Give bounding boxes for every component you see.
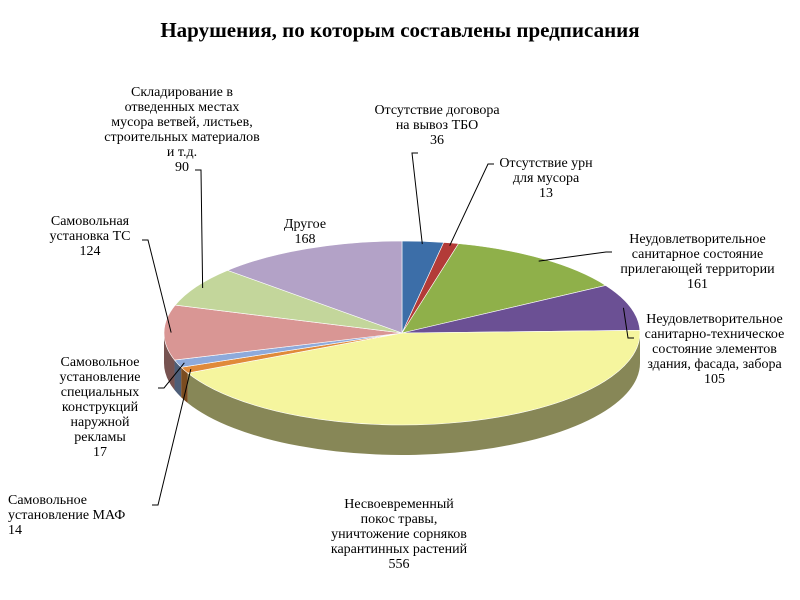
pie-slice-side-4	[187, 333, 640, 455]
leader-line-3	[622, 307, 634, 339]
slice-label-2-line-2: прилегающей территории	[620, 262, 775, 277]
pie-slice-8	[174, 270, 403, 334]
pie-slice-7	[163, 304, 403, 361]
slice-label-6-line-2: специальных	[60, 385, 140, 400]
slice-label-4-line-0: Несвоевременный	[344, 497, 454, 512]
slice-label-7-line-0: Самовольная	[50, 214, 130, 229]
slice-label-4-line-2: уничтожение сорняков	[331, 527, 467, 542]
leader-line-1	[449, 163, 494, 246]
slice-label-0-value: 36	[430, 133, 444, 148]
slice-label-0-line-1: на вывоз ТБО	[395, 118, 479, 133]
slice-label-2-line-1: санитарное состояние	[631, 247, 764, 262]
leader-line-8	[195, 169, 204, 289]
slice-label-7-line-1: установка ТС	[49, 229, 131, 244]
slice-label-8-line-0: Складирование в	[131, 85, 233, 100]
slice-label-8-line-1: отведенных местах	[124, 100, 240, 115]
slice-label-5-line-0: Самовольное	[8, 493, 87, 508]
slice-label-3-line-3: здания, фасада, забора	[647, 357, 782, 372]
leader-line-0	[411, 152, 423, 245]
slice-label-0: Отсутствие договора на вывоз ТБО 36	[362, 103, 512, 148]
slice-label-1-value: 13	[539, 186, 553, 201]
slice-label-2-line-0: Неудовлетворительное	[629, 232, 766, 247]
slice-label-7: Самовольная установка ТС 124	[35, 214, 145, 259]
slice-label-6-line-3: конструкций	[61, 400, 139, 415]
slice-label-6-line-4: наружной	[70, 415, 130, 430]
slice-label-9-value: 168	[294, 232, 316, 247]
slice-label-6-value: 17	[93, 445, 107, 460]
leader-line-7	[142, 239, 172, 333]
slice-label-3-line-1: санитарно-техническое	[644, 327, 785, 342]
slice-label-6-line-0: Самовольное	[60, 355, 140, 370]
slice-label-4-value: 556	[388, 557, 410, 572]
slice-label-4: Несвоевременный покос травы, уничтожение…	[308, 494, 490, 575]
leader-line-5	[152, 368, 192, 506]
slice-label-2-value: 161	[687, 277, 708, 292]
pie-slice-9	[226, 240, 403, 334]
slice-label-5-value: 14	[8, 523, 22, 538]
slice-label-0-line-0: Отсутствие договора	[374, 103, 500, 118]
pie-slice-3	[401, 285, 641, 334]
slice-label-7-value: 124	[79, 244, 101, 259]
slice-label-8: Складирование в отведенных местах мусора…	[92, 85, 272, 175]
slice-label-6-line-5: рекламы	[74, 430, 126, 445]
pie-slice-4	[187, 329, 641, 426]
slice-label-3-value: 105	[704, 372, 725, 387]
slice-label-9-line-0: Другое	[283, 217, 327, 232]
pie-slice-side-5	[181, 367, 188, 404]
slice-label-3-line-0: Неудовлетворительное	[646, 312, 783, 327]
slice-label-1: Отсутствие урн для мусора 13	[486, 156, 606, 201]
slice-label-6-line-1: установление	[59, 370, 141, 385]
slice-label-2: Неудовлетворительное санитарное состояни…	[610, 232, 785, 292]
slice-label-5-line-1: установление МАФ	[8, 508, 126, 523]
slice-label-8-line-4: и т.д.	[166, 145, 198, 160]
slice-label-8-line-3: строительных материалов	[104, 130, 260, 145]
slice-label-3-line-2: состояние элементов	[652, 342, 777, 357]
leader-line-6	[158, 362, 185, 389]
slice-label-5: Самовольное установление МАФ 14	[8, 493, 158, 538]
slice-label-3: Неудовлетворительное санитарно-техническ…	[632, 312, 797, 387]
slice-label-1-line-0: Отсутствие урн	[499, 156, 593, 171]
slice-label-6: Самовольное установление специальных кон…	[40, 355, 160, 460]
slice-label-8-line-2: мусора ветвей, листьев,	[111, 115, 253, 130]
leader-line-2	[538, 251, 612, 262]
pie-slice-2	[401, 243, 607, 334]
slice-label-1-line-1: для мусора	[512, 171, 580, 186]
chart-title: Нарушения, по которым составлены предпис…	[160, 18, 640, 42]
slice-label-9: Другое 168	[270, 217, 340, 247]
slice-label-4-line-1: покос травы,	[360, 512, 438, 527]
slice-label-4-line-3: карантинных растений	[330, 542, 468, 557]
slice-label-8-value: 90	[175, 160, 189, 175]
